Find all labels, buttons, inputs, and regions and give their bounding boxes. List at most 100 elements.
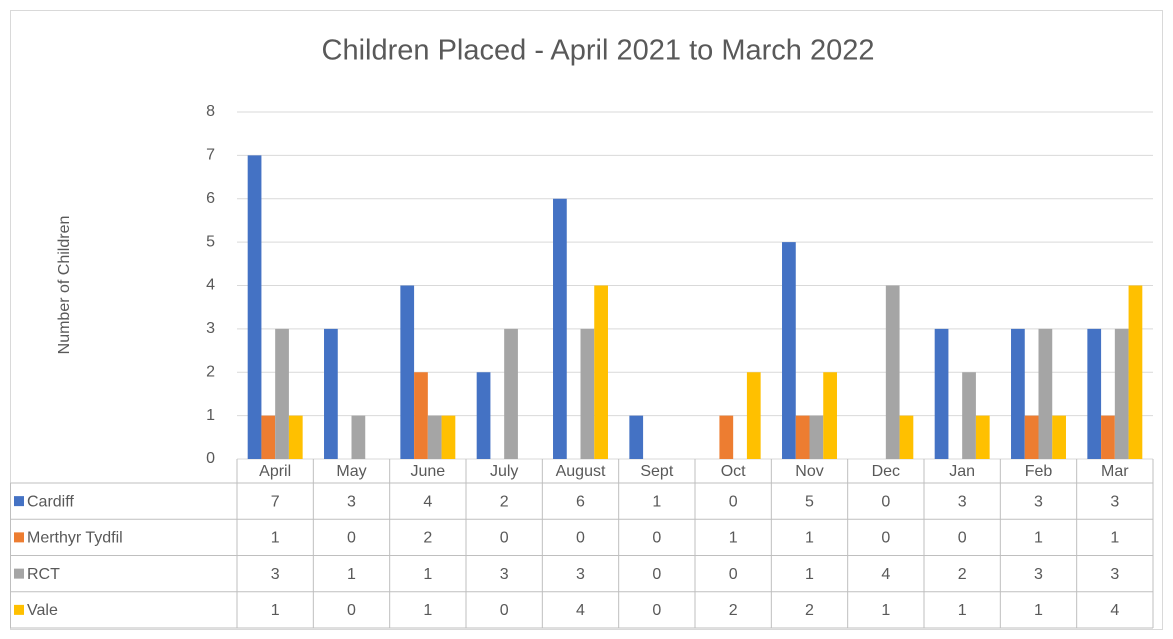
table-value: 0 [881, 530, 890, 547]
table-value: 4 [576, 602, 585, 619]
bar [414, 372, 428, 459]
table-value: 0 [576, 530, 585, 547]
legend-label: RCT [27, 566, 60, 583]
table-value: 2 [958, 566, 967, 583]
y-axis-label: Number of Children [56, 216, 73, 355]
x-tick-label: Oct [721, 463, 746, 480]
table-value: 3 [500, 566, 509, 583]
table-value: 1 [1110, 530, 1119, 547]
y-tick-label: 8 [206, 103, 215, 120]
table-value: 1 [805, 566, 814, 583]
bar [934, 328, 949, 459]
bar [441, 415, 456, 459]
table-value: 0 [729, 566, 738, 583]
table-value: 1 [1034, 530, 1043, 547]
table-value: 0 [652, 602, 661, 619]
table-value: 3 [1110, 566, 1119, 583]
table-value: 0 [500, 602, 509, 619]
x-tick-label: May [336, 463, 366, 480]
table-value: 1 [1034, 602, 1043, 619]
bar [1052, 415, 1066, 459]
table-value: 3 [1034, 493, 1043, 510]
bar [324, 328, 338, 459]
table-value: 0 [652, 566, 661, 583]
table-value: 0 [347, 530, 356, 547]
table-value: 0 [729, 493, 738, 510]
chart-border [10, 10, 1163, 630]
bar [504, 328, 518, 459]
y-tick-label: 3 [206, 320, 215, 337]
bar [1038, 328, 1053, 459]
legend-swatch [14, 532, 24, 543]
y-tick-label: 4 [206, 277, 215, 294]
x-tick-label: Jan [949, 463, 975, 480]
bar [885, 285, 900, 459]
table-value: 2 [729, 602, 738, 619]
table-value: 3 [1034, 566, 1043, 583]
legend-swatch [14, 568, 24, 579]
x-tick-label: Sept [640, 463, 673, 480]
table-value: 6 [576, 493, 585, 510]
table-value: 0 [500, 530, 509, 547]
table-value: 1 [271, 530, 280, 547]
y-tick-label: 1 [206, 407, 215, 424]
table-value: 0 [347, 602, 356, 619]
table-value: 1 [729, 530, 738, 547]
bar [962, 372, 976, 459]
table-value: 0 [958, 530, 967, 547]
x-tick-label: Mar [1101, 463, 1129, 480]
legend-label: Cardiff [27, 493, 74, 510]
x-tick-label: June [410, 463, 445, 480]
bar [795, 415, 810, 459]
bar [782, 242, 796, 459]
legend-swatch [14, 496, 24, 507]
table-value: 1 [805, 530, 814, 547]
bar [1024, 415, 1039, 459]
x-tick-label: April [259, 463, 291, 480]
bar [261, 415, 276, 459]
table-value: 4 [1110, 602, 1119, 619]
table-value: 1 [271, 602, 280, 619]
x-tick-label: Dec [872, 463, 900, 480]
table-value: 0 [652, 530, 661, 547]
bar [275, 328, 289, 459]
x-tick-label: July [490, 463, 518, 480]
table-value: 0 [881, 493, 890, 510]
x-tick-label: Nov [795, 463, 823, 480]
bar [247, 155, 262, 459]
bar [580, 328, 595, 459]
table-value: 4 [881, 566, 890, 583]
table-value: 5 [805, 493, 814, 510]
bar [288, 415, 303, 459]
table-value: 3 [576, 566, 585, 583]
bar [746, 372, 761, 459]
table-value: 2 [423, 530, 432, 547]
table-value: 2 [805, 602, 814, 619]
bar [553, 198, 567, 459]
y-tick-label: 0 [206, 450, 215, 467]
bar [351, 415, 366, 459]
bar [719, 415, 734, 459]
bar [1114, 328, 1129, 459]
table-value: 4 [423, 493, 432, 510]
table-value: 1 [347, 566, 356, 583]
table-value: 3 [958, 493, 967, 510]
bar [1011, 328, 1025, 459]
y-tick-label: 7 [206, 147, 215, 164]
table-value: 3 [271, 566, 280, 583]
y-tick-label: 6 [206, 190, 215, 207]
table-value: 1 [881, 602, 890, 619]
x-tick-label: August [556, 463, 606, 480]
x-tick-label: Feb [1025, 463, 1053, 480]
y-tick-label: 2 [206, 363, 215, 380]
bar [427, 415, 442, 459]
bar [1128, 285, 1143, 459]
table-value: 3 [1110, 493, 1119, 510]
chart-title: Children Placed - April 2021 to March 20… [322, 35, 875, 67]
bar [476, 372, 491, 459]
bar [1101, 415, 1115, 459]
bar [899, 415, 914, 459]
table-value: 1 [423, 602, 432, 619]
table-value: 3 [347, 493, 356, 510]
